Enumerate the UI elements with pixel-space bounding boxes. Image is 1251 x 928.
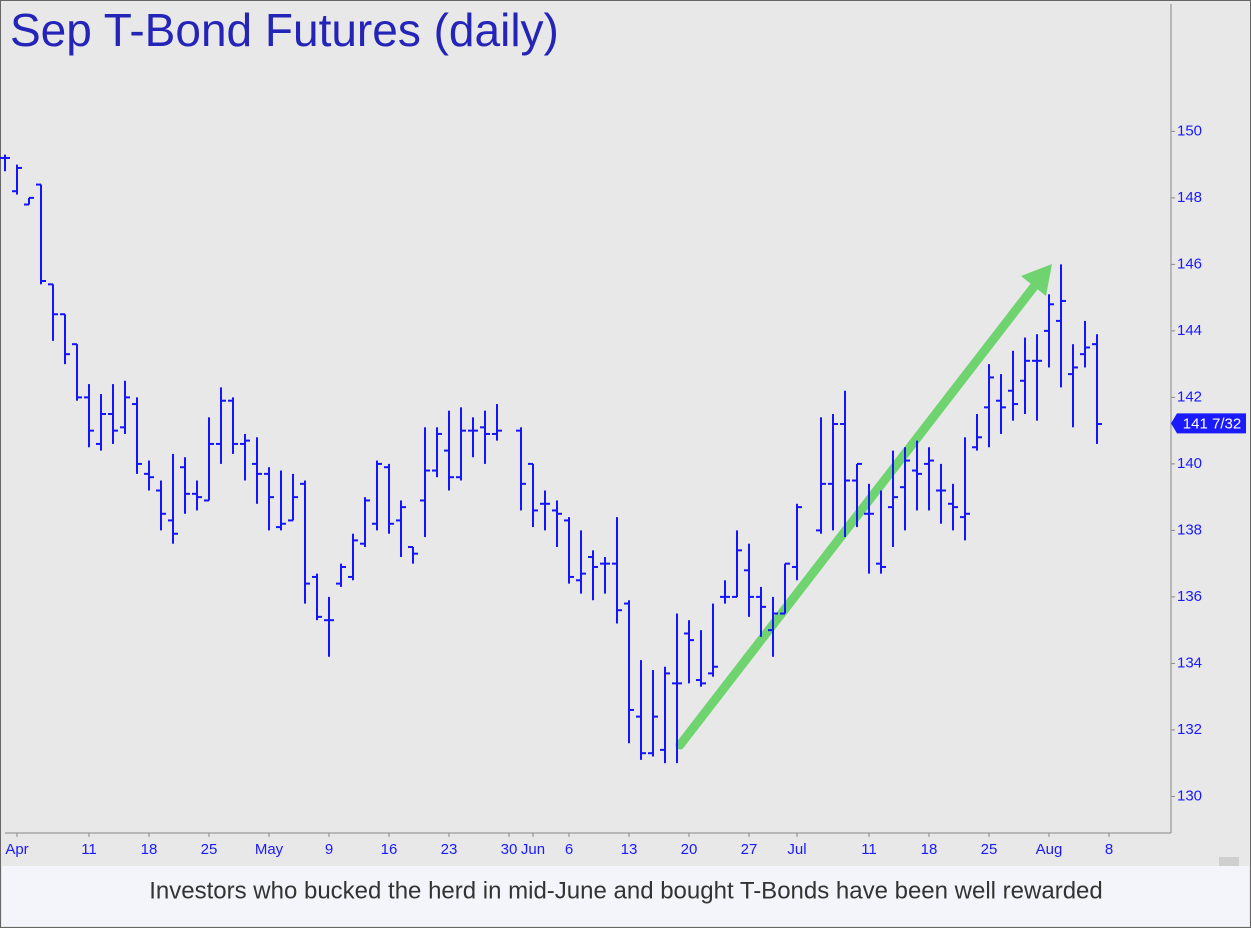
x-tick-label: 11: [861, 841, 877, 858]
y-tick-label: 146: [1177, 255, 1202, 272]
x-tick-label: May: [255, 841, 284, 858]
x-tick-label: 16: [381, 841, 398, 858]
x-tick-label: 9: [325, 841, 333, 858]
x-tick-label: 18: [921, 841, 938, 858]
y-tick-label: 142: [1177, 388, 1202, 405]
x-tick-label: Jul: [787, 841, 806, 858]
x-tick-label: 8: [1105, 841, 1113, 858]
x-tick-label: 30: [501, 841, 518, 858]
y-tick-label: 130: [1177, 787, 1202, 804]
last-price-box: [1171, 413, 1246, 434]
y-tick-label: 148: [1177, 189, 1202, 206]
x-tick-label: 25: [981, 841, 998, 858]
x-tick-label: 20: [681, 841, 698, 858]
x-tick-label: Apr: [5, 841, 28, 858]
y-tick-label: 140: [1177, 455, 1202, 472]
chart-title: Sep T-Bond Futures (daily): [10, 4, 559, 56]
x-tick-label: Aug: [1036, 841, 1063, 858]
x-tick-label: 11: [81, 841, 97, 858]
arrow-head: [1021, 264, 1052, 296]
x-tick-label: Jun: [521, 841, 545, 858]
y-tick-label: 138: [1177, 521, 1202, 538]
x-tick-label: 18: [141, 841, 158, 858]
y-tick-label: 144: [1177, 322, 1202, 339]
last-price-label: 141 7/32: [1183, 415, 1241, 432]
caption: Investors who bucked the herd in mid-Jun…: [149, 877, 1102, 904]
x-tick-label: 23: [441, 841, 458, 858]
x-tick-label: 25: [201, 841, 218, 858]
y-tick-label: 132: [1177, 721, 1202, 738]
caption-strip: [2, 866, 1249, 926]
x-tick-label: 6: [565, 841, 573, 858]
y-tick-label: 136: [1177, 588, 1202, 605]
y-tick-label: 134: [1177, 654, 1202, 671]
y-tick-label: 150: [1177, 122, 1202, 139]
x-tick-label: 27: [741, 841, 758, 858]
x-tick-label: 13: [621, 841, 638, 858]
scroll-handle[interactable]: [1219, 857, 1239, 866]
